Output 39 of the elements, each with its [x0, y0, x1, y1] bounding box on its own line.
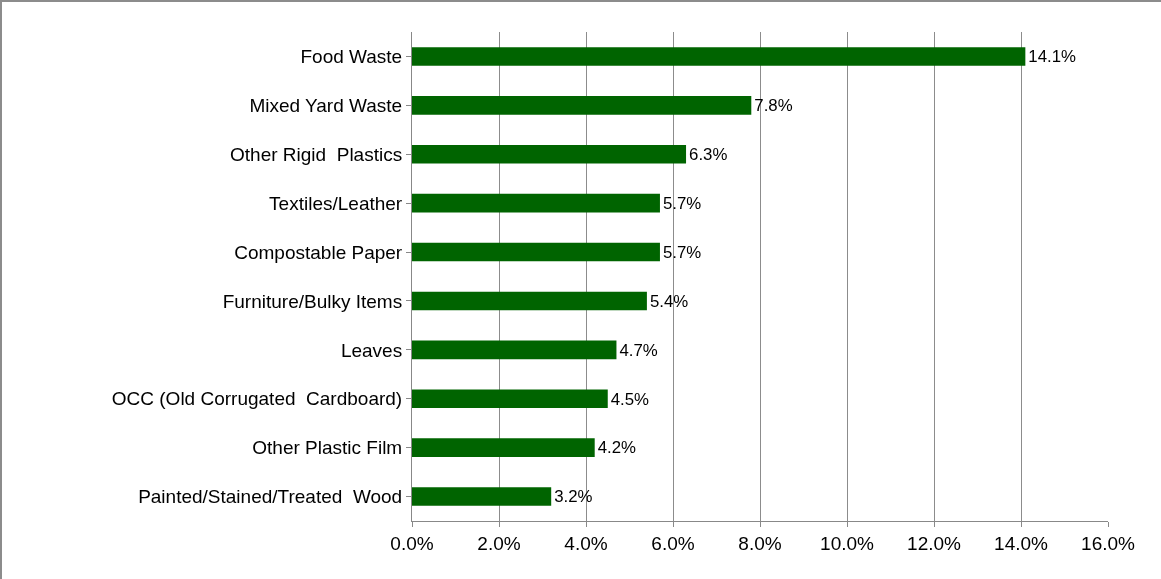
x-tick-label: 6.0% [651, 532, 695, 554]
data-label: 5.7% [662, 242, 702, 262]
y-tick-label: OCC (Old Corrugated Cardboard) [111, 388, 403, 410]
x-tick-label: 16.0% [1081, 532, 1136, 554]
x-tick-label: 10.0% [820, 532, 875, 554]
y-tick-label: Other Rigid Plastics [230, 143, 403, 165]
y-tick-label: Textiles/Leather [269, 192, 403, 214]
x-tick-label: 4.0% [564, 532, 608, 554]
bar [412, 487, 552, 506]
bar [412, 389, 608, 409]
data-label: 5.7% [662, 193, 702, 213]
x-tick-label: 14.0% [994, 532, 1049, 554]
x-tick-label: 2.0% [477, 532, 521, 554]
data-label: 3.2% [554, 487, 593, 507]
data-label: 5.4% [649, 291, 689, 311]
bar [412, 242, 660, 262]
bar [412, 47, 1026, 66]
x-tick-label: 8.0% [738, 532, 782, 554]
y-tick-label: Furniture/Bulky Items [222, 290, 403, 312]
bar [412, 340, 617, 360]
bar [412, 438, 595, 457]
y-tick-label: Food Waste [300, 46, 403, 68]
x-tick-label: 0.0% [390, 532, 434, 554]
bar [412, 96, 752, 115]
data-label: 4.5% [610, 389, 650, 409]
y-tick-label: Painted/Stained/Treated Wood [138, 486, 403, 508]
bar [412, 144, 687, 164]
y-tick-label: Leaves [340, 339, 403, 361]
data-label: 6.3% [689, 145, 728, 164]
data-label: 4.2% [597, 438, 637, 458]
bar [412, 193, 660, 213]
x-tick-label: 12.0% [907, 532, 962, 554]
y-tick-label: Other Plastic Film [252, 437, 403, 459]
bar [412, 291, 647, 311]
data-label: 14.1% [1028, 47, 1077, 67]
data-label: 7.8% [754, 96, 793, 116]
data-label: 4.7% [619, 340, 658, 360]
y-tick-label: Mixed Yard Waste [249, 95, 403, 116]
y-tick-label: Compostable Paper [234, 241, 403, 263]
